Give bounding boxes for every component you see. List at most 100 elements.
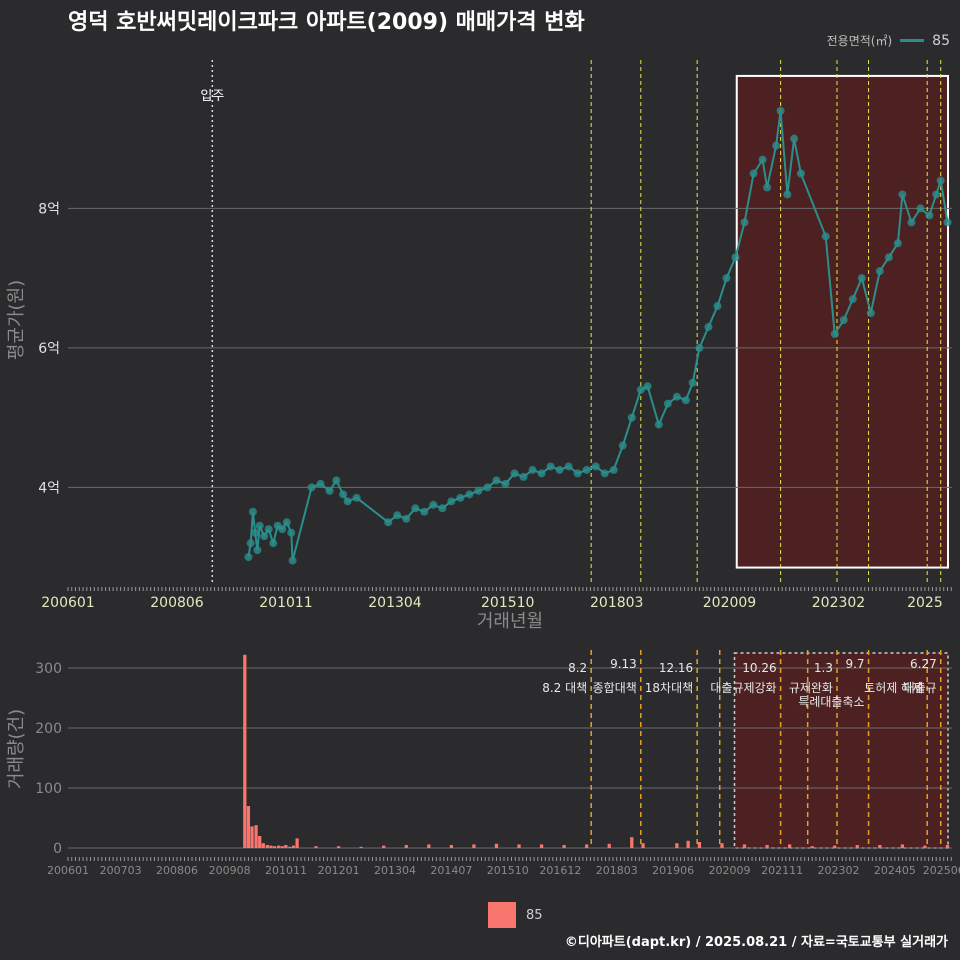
price-point [600,469,609,478]
price-point [654,420,663,429]
volume-bar [720,843,724,848]
policy-date: 8.2 [568,661,587,675]
price-point [772,141,781,150]
price-point [325,486,334,495]
legend-title: 전용면적(㎡) [826,34,893,48]
volume-bar [675,843,679,848]
price-point [411,504,420,513]
price-point [857,274,866,283]
price-point [246,539,255,548]
price-point [866,309,875,318]
price-point [244,553,253,562]
highlight-box-bottom [733,652,949,849]
price-point [907,218,916,227]
volume-bar [923,845,927,848]
x-tick-label-bottom: 201011 [265,864,307,877]
volume-bar [855,845,859,848]
y-tick-label-bottom: 100 [35,781,62,797]
price-point [839,316,848,324]
volume-bar [630,837,634,848]
price-point [830,329,839,338]
volume-bar [250,826,254,848]
price-point [731,253,740,262]
price-point [255,521,264,530]
price-point [316,479,325,488]
top-legend: 전용면적(㎡) 85 [827,32,950,49]
y-tick-label-bottom: 300 [35,661,62,677]
x-tick-label-bottom: 201510 [487,864,529,877]
volume-bar [258,836,262,848]
price-point [269,539,278,548]
x-tick-label-bottom: 202302 [817,864,859,877]
x-tick-label-bottom: 200703 [100,864,142,877]
volume-bar [284,845,288,848]
volume-bar [810,846,814,848]
price-point [555,465,564,474]
price-point [278,525,287,534]
move-in-label: 입주 [200,89,224,104]
y-tick-label: 6억 [38,341,60,357]
volume-bar [585,844,589,848]
price-point [447,497,456,506]
x-tick-label-bottom: 202506 [923,864,960,877]
policy-label: 대출규제강화 [710,681,776,695]
policy-label: 토허제 해제 [864,681,923,695]
policy-date: 9.13 [610,657,637,671]
price-point [875,267,884,276]
price-point [251,528,260,537]
price-point [465,490,474,499]
price-point [352,493,361,502]
volume-bar [265,845,269,848]
bottom-legend: 85 [488,902,543,928]
price-point [663,399,672,408]
y-tick-label: 4억 [38,480,60,496]
x-tick-label-bottom: 201803 [596,864,638,877]
volume-bar [382,845,386,848]
volume-bar [404,845,408,848]
x-tick-label-bottom: 202009 [708,864,750,877]
price-point [253,546,262,555]
bottom-legend-label: 85 [526,907,543,923]
price-point [501,479,510,488]
volume-bar [449,845,453,848]
price-point [343,497,352,506]
price-point [510,469,519,478]
price-point [248,507,257,516]
x-tick-label-bottom: 202111 [761,864,803,877]
x-tick-label: 200806 [150,595,204,611]
price-point [925,211,934,220]
price-point [884,253,893,262]
price-point [519,472,528,481]
volume-bar [359,846,363,848]
price-point [492,476,501,485]
price-point [393,511,402,520]
x-axis-title: 거래년월 [477,611,543,632]
legend-swatch-line [900,39,925,42]
price-point [537,469,546,478]
footer-credit: ©디아파트(dapt.kr) / 2025.08.21 / 자료=국토교통부 실… [564,935,948,950]
x-tick-label: 201304 [368,595,422,611]
x-tick-label-bottom: 201612 [539,864,581,877]
price-point [943,218,952,227]
volume-bar [288,846,292,848]
volume-bar [427,844,431,848]
price-point [260,532,269,541]
bottom-legend-swatch [488,902,516,928]
price-point [573,469,582,478]
price-point [402,514,411,523]
policy-label: 18차대책 [645,680,693,695]
volume-bar [900,844,905,848]
price-point [758,155,767,164]
volume-bar [494,843,499,848]
volume-bar [243,654,247,848]
price-point [339,490,348,499]
volume-bar [641,843,645,848]
x-tick-label-bottom: 201906 [652,864,694,877]
x-tick-label-bottom: 201407 [430,864,472,877]
price-point [582,465,591,474]
price-point [264,525,273,534]
price-point [591,462,600,471]
y-axis-title: 평균가(원) [6,280,27,360]
price-point [776,106,785,115]
policy-date: 12.16 [659,661,693,675]
